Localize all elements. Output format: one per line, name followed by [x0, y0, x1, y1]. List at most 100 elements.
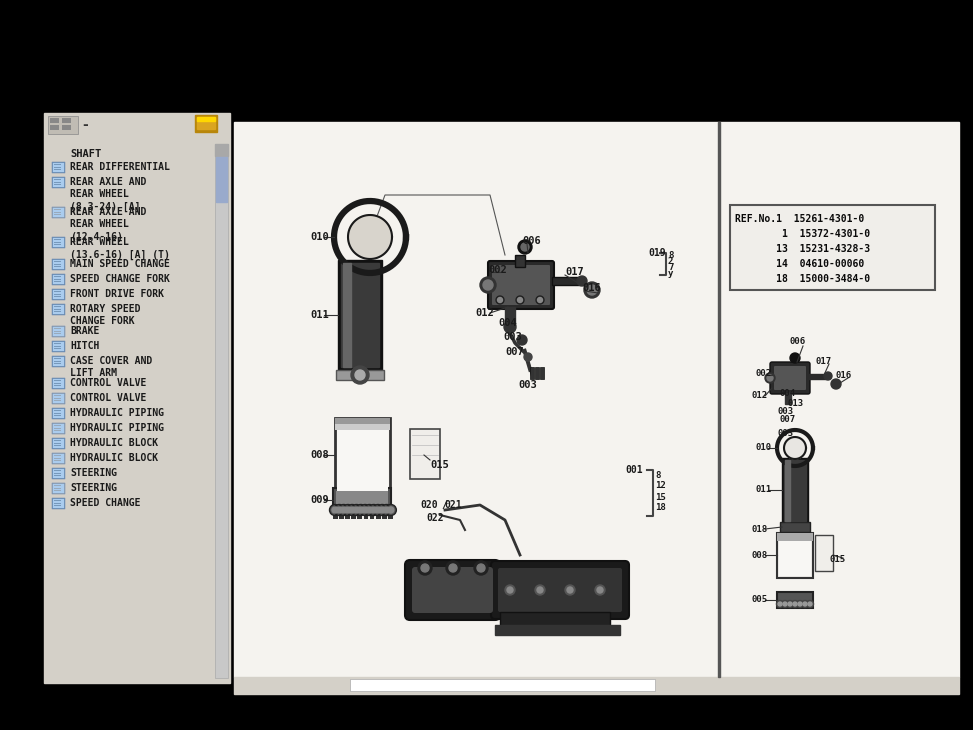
Bar	[54, 485, 61, 486]
Bar	[54, 472, 61, 474]
Bar	[54, 430, 61, 431]
Bar	[54, 490, 61, 491]
Bar	[54, 293, 61, 294]
Circle shape	[353, 507, 359, 513]
Text: 8: 8	[655, 471, 661, 480]
Text: 15: 15	[655, 493, 666, 502]
Circle shape	[765, 373, 775, 383]
Bar	[54, 470, 61, 471]
FancyBboxPatch shape	[492, 265, 550, 305]
Circle shape	[342, 504, 353, 515]
Bar	[335, 418, 390, 424]
Bar	[53, 394, 64, 403]
Bar	[54, 209, 61, 210]
Bar	[52, 453, 65, 464]
Bar	[779, 535, 811, 576]
Bar	[782, 458, 808, 523]
Bar	[53, 342, 64, 351]
Circle shape	[362, 507, 368, 513]
Circle shape	[477, 564, 485, 572]
Bar	[54, 358, 61, 359]
Circle shape	[446, 561, 460, 575]
Bar	[52, 483, 65, 494]
Circle shape	[798, 602, 802, 606]
Text: 016: 016	[835, 371, 851, 380]
Circle shape	[364, 504, 375, 515]
Circle shape	[802, 601, 809, 607]
Text: 007: 007	[780, 415, 796, 425]
Text: 008: 008	[752, 550, 768, 559]
Circle shape	[518, 298, 523, 302]
Bar	[197, 117, 215, 129]
Circle shape	[330, 504, 341, 515]
Text: ROTARY SPEED
CHANGE FORK: ROTARY SPEED CHANGE FORK	[70, 304, 140, 326]
Bar	[215, 144, 228, 156]
Bar	[52, 304, 65, 315]
Bar	[730, 205, 935, 290]
Bar	[54, 276, 61, 277]
Circle shape	[767, 375, 773, 381]
Text: 021: 021	[444, 500, 461, 510]
Text: 001: 001	[625, 465, 642, 475]
Bar	[777, 533, 813, 578]
Bar	[52, 207, 65, 218]
Text: CONTROL VALVE: CONTROL VALVE	[70, 378, 146, 388]
Bar	[388, 511, 393, 519]
Bar	[54, 363, 61, 364]
Circle shape	[788, 602, 792, 606]
Bar	[44, 113, 230, 139]
Circle shape	[360, 504, 371, 515]
Bar	[54, 266, 61, 267]
Bar	[54, 400, 61, 401]
Bar	[54, 281, 61, 282]
Bar	[337, 420, 388, 491]
FancyBboxPatch shape	[405, 560, 500, 620]
Text: 012: 012	[752, 391, 768, 401]
Circle shape	[483, 280, 493, 290]
Text: 015: 015	[830, 556, 847, 564]
Bar	[341, 263, 379, 367]
Bar	[52, 177, 65, 188]
Circle shape	[368, 504, 379, 515]
Text: 011: 011	[755, 485, 772, 494]
Bar	[54, 500, 61, 501]
Bar	[52, 274, 65, 285]
Circle shape	[496, 296, 504, 304]
Bar	[52, 237, 65, 248]
Circle shape	[587, 285, 597, 295]
Text: HYDRAULIC BLOCK: HYDRAULIC BLOCK	[70, 453, 159, 463]
Bar	[62, 125, 71, 130]
Bar	[53, 327, 64, 336]
Text: 14  04610-00060: 14 04610-00060	[735, 259, 864, 269]
Circle shape	[355, 370, 365, 380]
Bar	[777, 533, 813, 541]
Bar	[216, 157, 227, 202]
Polygon shape	[784, 437, 806, 459]
Bar	[52, 378, 65, 389]
Text: 18: 18	[655, 504, 666, 512]
Bar	[54, 169, 61, 170]
Circle shape	[355, 504, 366, 515]
Text: 13  15231-4328-3: 13 15231-4328-3	[735, 244, 870, 254]
Circle shape	[567, 587, 573, 593]
Text: 18  15000-3484-0: 18 15000-3484-0	[735, 274, 870, 284]
Bar	[53, 439, 64, 448]
Bar	[54, 239, 61, 240]
Bar	[54, 442, 61, 444]
Text: 015: 015	[430, 460, 449, 470]
Text: 017: 017	[816, 356, 832, 366]
FancyBboxPatch shape	[774, 366, 806, 390]
Circle shape	[597, 587, 603, 593]
Bar	[234, 122, 959, 677]
Bar	[52, 468, 65, 479]
Bar	[364, 511, 369, 519]
Bar	[54, 311, 61, 312]
Circle shape	[516, 296, 524, 304]
Circle shape	[507, 587, 513, 593]
Circle shape	[521, 243, 529, 251]
Bar	[50, 125, 59, 130]
Bar	[54, 184, 61, 185]
Bar	[54, 348, 61, 349]
Text: 8: 8	[668, 252, 673, 261]
Circle shape	[793, 602, 797, 606]
